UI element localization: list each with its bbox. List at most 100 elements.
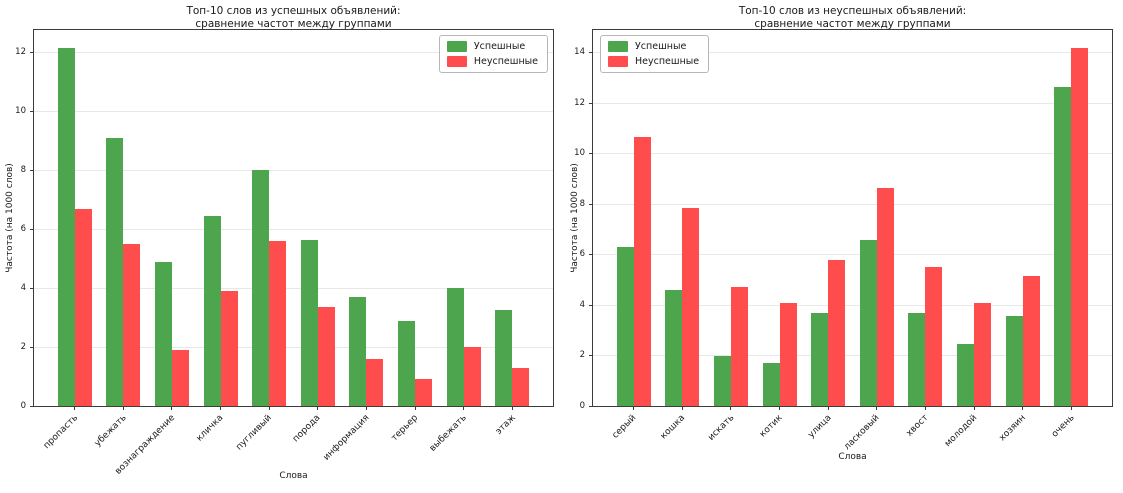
- bar-green-котик: [762, 363, 780, 406]
- x-axis-label: Слова: [838, 452, 867, 462]
- x-tick-label: выбежать: [428, 413, 469, 454]
- y-tick-label: 2: [579, 350, 585, 361]
- bar-green-молодой: [957, 344, 975, 406]
- bar-green-убежать: [106, 137, 124, 406]
- y-tick-label: 8: [579, 198, 585, 209]
- x-tick-label: молодой: [943, 413, 980, 450]
- legend-swatch-red: [608, 56, 628, 67]
- bar-red-пропасть: [74, 208, 92, 406]
- y-tick-mark: [30, 287, 34, 289]
- x-axis-label: Слова: [279, 471, 308, 481]
- y-tick-mark: [30, 110, 34, 112]
- legend-item-successful: Успешные: [608, 41, 699, 52]
- bar-green-порода: [300, 239, 318, 406]
- bar-green-вознаграждение: [154, 261, 172, 406]
- chart-title-line2: сравнение частот между группами: [195, 18, 392, 30]
- y-tick-label: 0: [579, 400, 585, 411]
- x-tick-mark: [122, 406, 124, 410]
- chart-title: Топ-10 слов из неуспешных объявлений: ср…: [593, 5, 1112, 31]
- gridline: [34, 110, 553, 112]
- x-tick-mark: [365, 406, 367, 410]
- x-tick-mark: [730, 406, 732, 410]
- x-tick-label: пропасть: [41, 413, 80, 452]
- bar-green-информация: [349, 296, 367, 406]
- x-tick-mark: [633, 406, 635, 410]
- bar-green-ласковый: [859, 239, 877, 406]
- y-tick-label: 12: [15, 46, 26, 57]
- y-tick-label: 6: [20, 223, 26, 234]
- x-tick-label: ласковый: [842, 413, 882, 453]
- plot-area: 0 2 4 6 8 10 12 пропасть убежать вознаграждение кл…: [15, 29, 554, 477]
- x-tick-label: очень: [1049, 413, 1077, 440]
- x-tick-mark: [681, 406, 683, 410]
- bar-red-выбежать: [463, 347, 481, 406]
- x-tick-label: убежать: [92, 413, 129, 449]
- bar-green-кошка: [665, 290, 683, 406]
- y-tick-label: 14: [574, 47, 585, 58]
- legend-item-successful: Успешные: [446, 41, 538, 52]
- y-tick-mark: [589, 203, 593, 205]
- bar-red-улица: [828, 259, 846, 406]
- y-tick-label: 0: [20, 400, 26, 411]
- x-tick-label: улица: [805, 413, 834, 441]
- x-tick-mark: [511, 406, 513, 410]
- x-tick-mark: [876, 406, 878, 410]
- x-tick-label: этаж: [493, 413, 518, 437]
- bar-red-серый: [633, 137, 651, 406]
- y-tick-label: 8: [20, 164, 26, 175]
- y-tick-mark: [30, 228, 34, 230]
- chart-title: Топ-10 слов из успешных объявлений: срав…: [34, 5, 553, 31]
- legend-swatch-green: [446, 41, 467, 52]
- x-tick-mark: [268, 406, 270, 410]
- bar-red-искать: [730, 287, 748, 406]
- chart-successful-words: Топ-10 слов из успешных объявлений: срав…: [0, 0, 560, 493]
- chart-title-line1: Топ-10 слов из неуспешных объявлений:: [738, 5, 967, 17]
- x-tick-label: хвост: [904, 413, 931, 439]
- bar-green-хвост: [908, 312, 926, 406]
- chart-title-line2: сравнение частот между группами: [754, 18, 951, 30]
- gridline: [593, 304, 1112, 306]
- y-tick-mark: [589, 102, 593, 104]
- y-tick-mark: [30, 169, 34, 171]
- bar-green-этаж: [495, 310, 513, 406]
- bar-red-убежать: [123, 243, 141, 406]
- legend-label: Успешные: [635, 41, 687, 52]
- gridline: [34, 51, 553, 53]
- x-tick-label: пугливый: [234, 413, 275, 453]
- y-tick-label: 12: [574, 97, 585, 108]
- x-tick-label: хозяин: [997, 413, 1028, 444]
- x-tick-mark: [827, 406, 829, 410]
- y-axis-label: Частота (на 1000 слов): [5, 163, 15, 273]
- gridline: [34, 169, 553, 171]
- x-tick-label: информация: [321, 413, 372, 463]
- legend-item-unsuccessful: Неуспешные: [608, 56, 699, 67]
- legend-label: Неуспешные: [635, 56, 700, 67]
- x-tick-label: котик: [758, 413, 785, 440]
- legend-label: Успешные: [473, 41, 526, 52]
- y-tick-mark: [589, 405, 593, 407]
- gridline: [34, 287, 553, 289]
- chart-title-line1: Топ-10 слов из успешных объявлений:: [186, 5, 401, 17]
- bar-red-этаж: [512, 367, 530, 406]
- y-tick-mark: [589, 52, 593, 54]
- bar-green-улица: [811, 312, 829, 406]
- gridline: [34, 228, 553, 230]
- x-tick-label: терьер: [389, 413, 421, 444]
- bar-red-порода: [317, 307, 335, 406]
- y-tick-label: 4: [579, 299, 585, 310]
- bar-red-очень: [1071, 47, 1089, 406]
- bar-red-молодой: [974, 302, 992, 406]
- x-tick-label: кошка: [658, 413, 688, 442]
- gridline: [593, 52, 1112, 54]
- bar-green-хозяин: [1005, 316, 1023, 406]
- bar-green-терьер: [398, 320, 416, 406]
- y-tick-mark: [589, 304, 593, 306]
- x-tick-mark: [220, 406, 222, 410]
- x-tick-mark: [973, 406, 975, 410]
- x-tick-mark: [1022, 406, 1024, 410]
- y-tick-mark: [30, 346, 34, 348]
- bar-green-пугливый: [252, 170, 270, 406]
- plot-area: 0 2 4 6 8 10 12 14 серый кошка искать котик улица лас…: [574, 29, 1113, 452]
- x-tick-label: искать: [706, 413, 736, 443]
